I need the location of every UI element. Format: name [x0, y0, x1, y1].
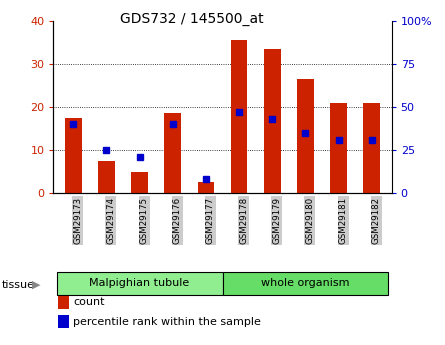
Text: Malpighian tubule: Malpighian tubule — [89, 278, 190, 288]
Text: count: count — [73, 297, 105, 307]
Bar — [198, 183, 214, 193]
Bar — [330, 103, 347, 193]
Text: GSM29177: GSM29177 — [206, 197, 215, 244]
Bar — [297, 79, 314, 193]
Bar — [98, 161, 115, 193]
Text: ▶: ▶ — [32, 280, 41, 289]
FancyBboxPatch shape — [57, 272, 222, 295]
Text: GDS732 / 145500_at: GDS732 / 145500_at — [120, 12, 263, 26]
Bar — [364, 103, 380, 193]
Text: GSM29173: GSM29173 — [73, 197, 82, 244]
Text: GSM29175: GSM29175 — [140, 197, 149, 244]
Text: GSM29182: GSM29182 — [372, 197, 381, 244]
Text: GSM29179: GSM29179 — [272, 197, 281, 244]
Text: percentile rank within the sample: percentile rank within the sample — [73, 317, 261, 326]
FancyBboxPatch shape — [222, 272, 388, 295]
Text: tissue: tissue — [2, 280, 35, 289]
Bar — [231, 40, 247, 193]
Text: whole organism: whole organism — [261, 278, 350, 288]
Bar — [165, 114, 181, 193]
Text: GSM29181: GSM29181 — [339, 197, 348, 244]
Bar — [264, 49, 280, 193]
Text: GSM29178: GSM29178 — [239, 197, 248, 244]
Text: GSM29180: GSM29180 — [305, 197, 314, 244]
Text: GSM29174: GSM29174 — [106, 197, 115, 244]
Text: GSM29176: GSM29176 — [173, 197, 182, 244]
Bar — [131, 171, 148, 193]
Bar — [65, 118, 81, 193]
